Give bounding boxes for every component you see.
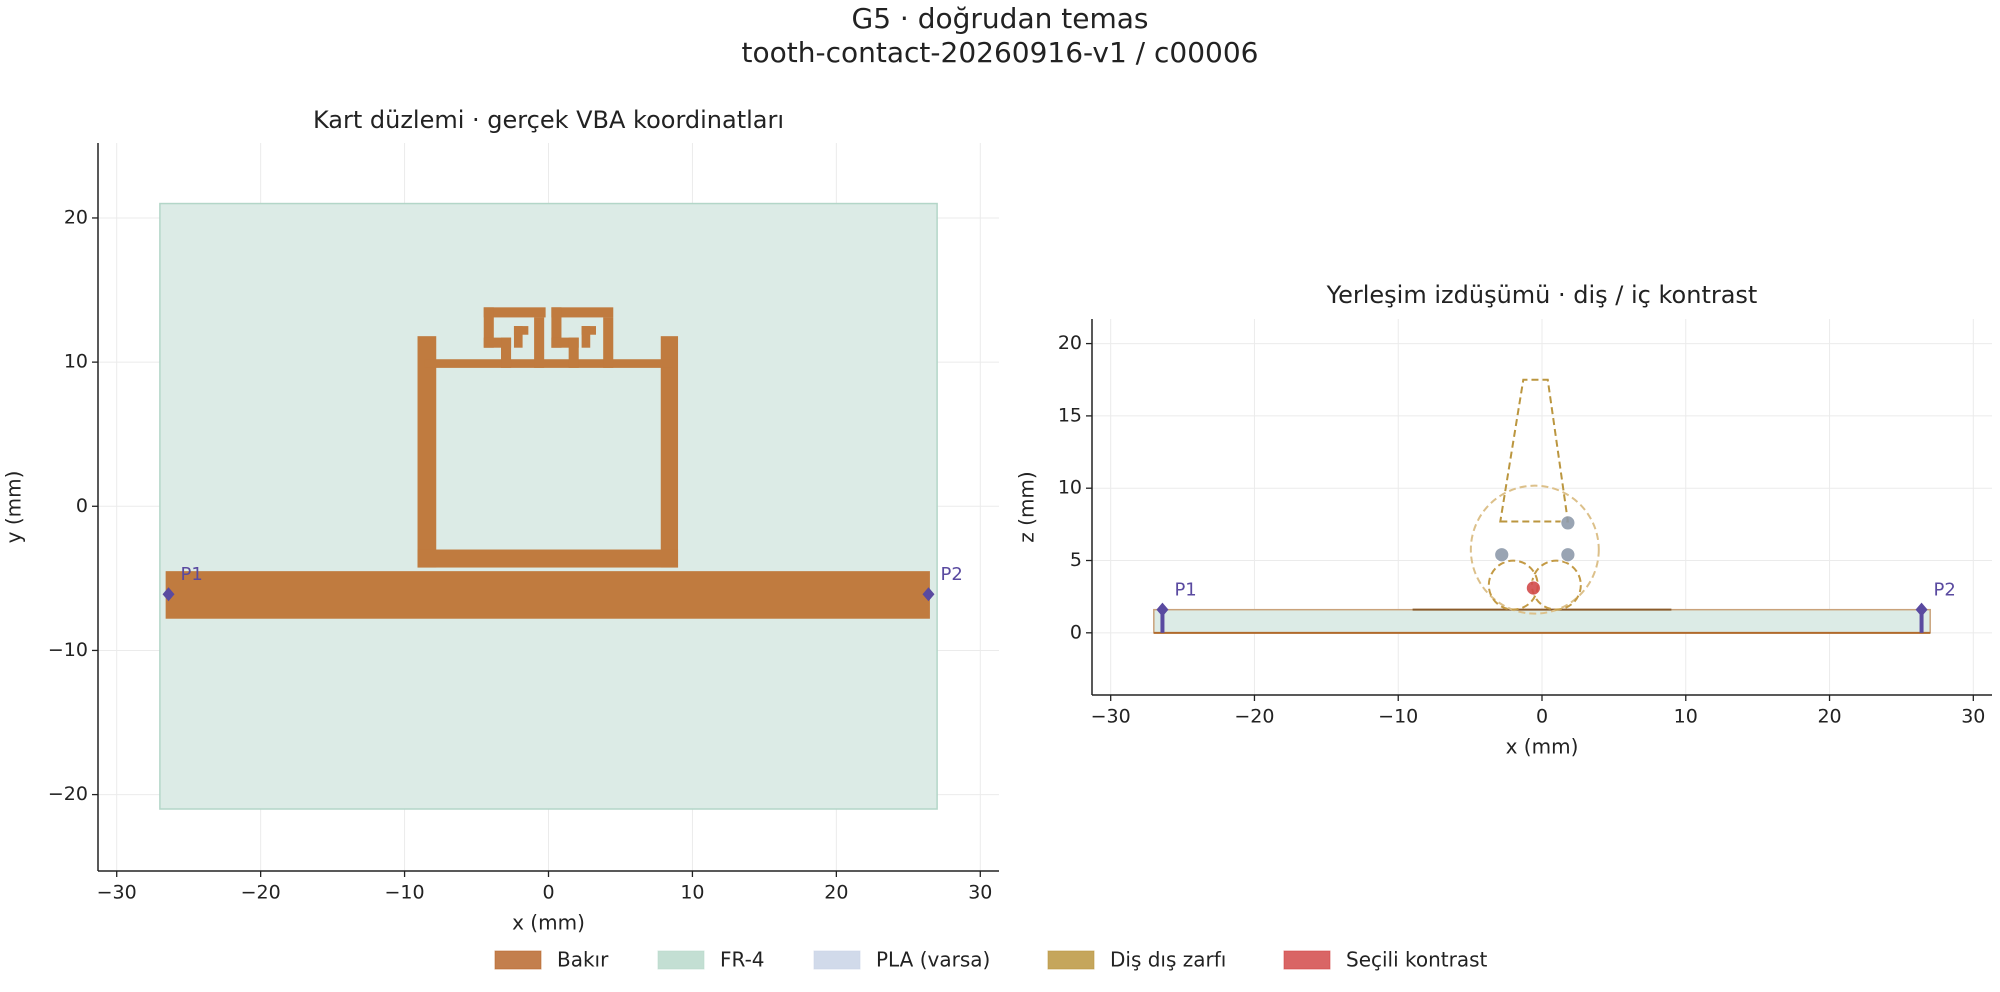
y-tick-label: 20	[1058, 332, 1082, 354]
legend-swatch	[1047, 950, 1095, 970]
panel-title: Kart düzlemi · gerçek VBA koordinatları	[313, 106, 784, 134]
x-axis-label: x (mm)	[512, 911, 585, 935]
shape-rect	[483, 307, 546, 318]
x-tick-label: −10	[385, 882, 425, 904]
shape-rect	[159, 202, 938, 810]
x-tick-label: −30	[1091, 706, 1131, 728]
y-tick-label: 0	[76, 495, 88, 517]
y-tick-label: 15	[1058, 404, 1082, 426]
x-tick-label: 0	[542, 882, 554, 904]
x-tick-label: 10	[1674, 706, 1698, 728]
y-tick-label: 0	[1070, 621, 1082, 643]
x-tick-label: −10	[1378, 706, 1418, 728]
shape-rect	[551, 307, 562, 348]
port-label: P2	[1934, 580, 1956, 601]
y-tick-label: −20	[48, 783, 88, 805]
x-tick-label: 10	[680, 882, 704, 904]
port-label: P1	[1174, 580, 1196, 601]
point	[1494, 547, 1510, 563]
shape-rect	[501, 337, 512, 368]
legend-label: PLA (varsa)	[876, 948, 990, 972]
envelope-circle	[1469, 484, 1600, 615]
envelope-circle	[1530, 559, 1582, 611]
port-label: P1	[181, 564, 203, 585]
y-tick-label: 20	[64, 206, 88, 228]
y-axis-label: z (mm)	[1015, 471, 1039, 542]
y-tick-label: 10	[1058, 477, 1082, 499]
port-marker	[922, 587, 935, 602]
y-tick-label: 5	[1070, 549, 1082, 571]
shape-rect	[483, 307, 494, 348]
point	[1560, 515, 1576, 531]
shape-rect	[424, 359, 673, 368]
panel-title: Yerleşim izdüşümü · diş / iç kontrast	[1326, 281, 1758, 309]
x-tick-label: 30	[1961, 706, 1985, 728]
legend-swatch	[494, 950, 542, 970]
panel: −30 −20 −10 0 10 20 30 0 5 10 15 20 P1 P2 Yerleşim izd…	[1015, 281, 1992, 759]
legend-label: Seçili kontrast	[1346, 948, 1488, 972]
shape-rect	[513, 326, 523, 348]
x-tick-label: 20	[1817, 706, 1841, 728]
x-tick-label: −20	[1234, 706, 1274, 728]
figure-title: G5 · doğrudan temas	[852, 2, 1149, 35]
tooth-outline	[1499, 378, 1570, 523]
panel: −30 −20 −10 0 10 20 30 −20 −10 0 10 20 P1 P2 Kart düzl…	[2, 106, 999, 935]
shape-rect	[568, 337, 579, 368]
port-marker	[162, 587, 175, 602]
port-marker	[1156, 602, 1169, 617]
legend-label: FR-4	[720, 948, 765, 972]
legend-swatch	[813, 950, 861, 970]
shape-rect	[534, 317, 545, 368]
shape-rect	[417, 336, 437, 568]
y-tick-label: −10	[48, 639, 88, 661]
legend-swatch	[657, 950, 705, 970]
point	[1560, 547, 1576, 563]
port-label: P2	[940, 564, 962, 585]
shape-rect	[581, 326, 591, 348]
shape-rect	[551, 337, 579, 348]
shape-rect	[603, 317, 614, 368]
y-axis-label: y (mm)	[2, 471, 26, 544]
shape-rect	[660, 336, 679, 568]
port-marker	[1915, 602, 1928, 617]
x-tick-label: 0	[1536, 706, 1548, 728]
x-tick-label: −30	[97, 882, 137, 904]
shape-rect	[551, 307, 614, 318]
x-tick-label: 20	[824, 882, 848, 904]
point	[1525, 580, 1541, 596]
x-tick-label: −20	[241, 882, 281, 904]
shape-rect	[165, 571, 930, 619]
figure-subtitle: tooth-contact-20260916-v1 / c00006	[742, 36, 1259, 69]
shape-rect	[417, 549, 679, 568]
x-tick-label: 30	[968, 882, 992, 904]
legend-swatch	[1283, 950, 1331, 970]
x-axis-label: x (mm)	[1506, 735, 1579, 759]
shape-rect	[483, 337, 512, 348]
legend-label: Bakır	[557, 948, 609, 972]
legend-label: Diş dış zarfı	[1110, 948, 1226, 972]
y-tick-label: 10	[64, 351, 88, 373]
